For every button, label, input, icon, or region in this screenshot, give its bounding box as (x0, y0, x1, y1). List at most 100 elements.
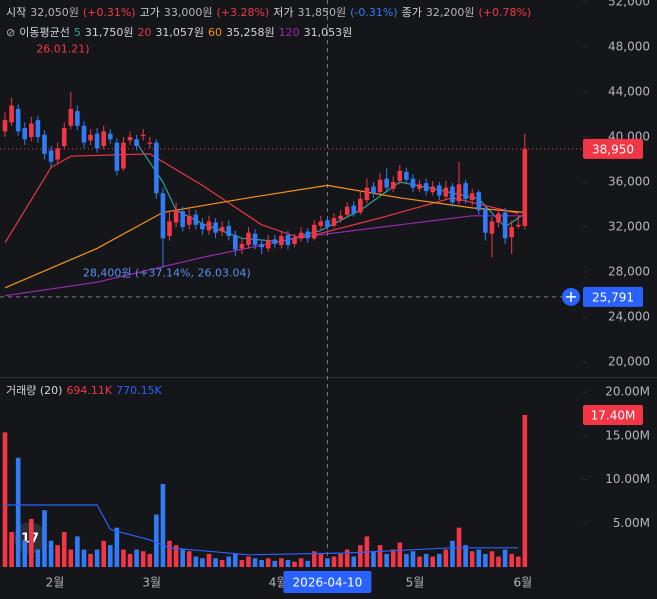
volume-bar (114, 527, 120, 567)
ohlc-change: (+0.78%) (478, 5, 532, 19)
volume-bar (2, 432, 8, 567)
ohlc-change: (+0.31%) (82, 5, 136, 19)
y-tick-label: 28,000 (608, 265, 650, 279)
volume-bar (81, 549, 87, 567)
y-tick-label: 15.00M (605, 428, 650, 442)
volume-bar (351, 556, 357, 567)
volume-bar (259, 560, 264, 567)
volume-bar (219, 560, 225, 567)
volume-bar (213, 558, 218, 567)
volume-bar (279, 558, 284, 567)
candle-body (167, 221, 172, 237)
candle-body (515, 224, 521, 227)
x-tick-label: 5월 (406, 576, 425, 590)
candle-body (219, 227, 225, 232)
candle-body (311, 224, 317, 239)
candle-body (121, 142, 126, 169)
volume-bar (509, 553, 514, 567)
volume-bar (239, 560, 245, 567)
candle-body (463, 183, 468, 199)
candle-body (147, 142, 153, 144)
candle-body (94, 133, 100, 149)
volume-label: 17.40M (591, 408, 636, 422)
volume-bar (121, 549, 126, 567)
volume-bar (443, 549, 449, 567)
ohlc-label: 시작 (6, 6, 27, 19)
candle-body (272, 239, 278, 244)
volume-bar (377, 545, 383, 567)
volume-bar (463, 545, 468, 567)
candle-body (75, 111, 80, 126)
volume-bar (489, 551, 495, 567)
volume-bar (476, 549, 482, 567)
volume-ma-last: 770.15K (116, 383, 162, 397)
volume-bar (325, 558, 330, 567)
annotation: 28,400원 (+37.14%, 26.03.04) (83, 267, 251, 280)
candle-body (384, 178, 389, 188)
candle-body (68, 108, 74, 126)
price-label-box (583, 286, 643, 307)
candle-body (29, 123, 34, 138)
candle-body (483, 209, 488, 233)
moving-average (4, 184, 525, 289)
y-tick-label: 24,000 (608, 310, 650, 324)
ohlc-header: 시작 32,050원 (+0.31%) 고가 33,000원 (+3.28%) 저가 31,8… (6, 4, 531, 20)
candle-body (456, 184, 462, 202)
volume-bar (186, 551, 192, 567)
candle-body (509, 227, 514, 238)
candle-body (476, 192, 482, 211)
candle-body (502, 212, 508, 239)
candle-body (390, 182, 396, 189)
price-label: 25,791 (592, 290, 634, 304)
volume-title: 거래량 (20) (6, 384, 63, 397)
ma-name: 60 (208, 25, 223, 39)
volume-bar (42, 510, 47, 567)
x-tick-label: 2월 (46, 576, 65, 590)
candle-body (371, 186, 376, 194)
ohlc-value: 32,050원 (30, 6, 79, 19)
volume-bar (154, 514, 159, 567)
annotation: 26.01.21) (36, 42, 89, 55)
volume-bar (226, 556, 232, 567)
ohlc-change: (-0.31%) (350, 5, 398, 19)
candle-body (351, 205, 357, 214)
crosshair-date: 2026-04-10 (293, 576, 363, 590)
volume-bar (173, 545, 179, 567)
ma-last: 31,057원 (155, 26, 205, 39)
volume-bar (48, 540, 54, 567)
volume-bar (68, 549, 74, 567)
candle-body (42, 134, 47, 154)
ma-legend[interactable]: ⊘ 이동평균선 5 31,750원 20 31,057원 60 35,258원 120 31,… (6, 24, 352, 40)
candle-body (292, 238, 297, 244)
volume-bar (522, 414, 528, 567)
candle-body (206, 221, 212, 231)
candle-body (404, 171, 409, 180)
candle-body (127, 137, 133, 141)
add-alert-icon (566, 291, 576, 302)
candle-body (9, 105, 14, 123)
ma-title: 이동평균선 (19, 26, 70, 39)
volume-bar (311, 551, 317, 567)
candle-body (259, 243, 264, 248)
volume-bar (404, 553, 409, 567)
candle-body (101, 131, 107, 147)
volume-last: 694.11K (66, 383, 113, 397)
volume-bar (75, 536, 80, 567)
visibility-icon[interactable]: ⊘ (6, 25, 16, 39)
y-tick-label: 20,000 (608, 355, 650, 369)
candle-body (443, 187, 449, 197)
volume-bar (193, 556, 199, 567)
candle-body (265, 240, 271, 249)
ohlc-value: 33,000원 (163, 6, 213, 19)
volume-bar (265, 558, 271, 567)
y-tick-label: 10.00M (605, 472, 650, 486)
candle-body (48, 150, 54, 162)
candle-body (81, 125, 87, 143)
volume-bar (436, 553, 442, 567)
candle-body (239, 243, 245, 249)
ohlc-value: 31,850원 (297, 6, 347, 19)
y-tick-label: 20.00M (605, 385, 650, 399)
y-tick-label: 32,000 (608, 220, 650, 234)
candle-body (331, 218, 337, 226)
volume-bar (318, 553, 324, 567)
